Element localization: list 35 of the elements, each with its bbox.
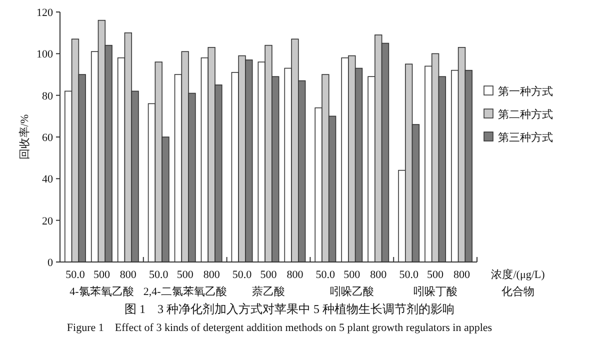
x-tick-label: 500 xyxy=(93,269,110,281)
text: 图 1 3 种净化剂加入方式对苹果中 5 种植物生长调节剂的影响 xyxy=(124,302,454,316)
y-axis-title: 回收率/% xyxy=(18,114,31,160)
x-tick-label: 50.0 xyxy=(399,269,419,281)
text: 萘乙酸 xyxy=(252,285,285,298)
y-tick-label: 80 xyxy=(42,90,54,102)
x-tick-label: 500 xyxy=(427,269,444,281)
x-tick-label: 50.0 xyxy=(66,269,86,281)
x-tick-label: 800 xyxy=(454,269,471,281)
text: 吲哚乙酸 xyxy=(330,286,374,298)
x-tick-label: 800 xyxy=(120,269,137,281)
y-tick-label: 40 xyxy=(42,174,54,186)
y-tick-label: 0 xyxy=(48,257,54,269)
y-tick-label: 60 xyxy=(42,132,54,144)
text: 吲哚丁酸 xyxy=(413,286,458,298)
text: 2,4-二氯苯氧乙酸 xyxy=(143,285,227,298)
legend-label: 第一种方式 xyxy=(498,85,553,98)
text: Figure 1 Effect of 3 kinds of detergent addition methods on 5 plant growth regulators in apples xyxy=(66,322,492,334)
x-tick-label: 50.0 xyxy=(232,269,252,281)
x-axis-title: 浓度/(μg/L) xyxy=(491,268,546,281)
x-tick-label: 500 xyxy=(344,269,361,281)
x-tick-label: 500 xyxy=(260,269,278,281)
y-tick-label: 100 xyxy=(36,48,54,61)
x-tick-label: 500 xyxy=(176,269,194,281)
y-tick-label: 20 xyxy=(42,215,54,228)
legend-label: 第三种方式 xyxy=(498,131,553,144)
text: 化合物 xyxy=(502,285,534,298)
y-tick-label: 120 xyxy=(36,7,54,19)
x-tick-label: 800 xyxy=(370,269,388,281)
x-tick-label: 800 xyxy=(286,269,304,281)
legend-label: 第二种方式 xyxy=(498,108,553,121)
x-tick-label: 50.0 xyxy=(149,269,169,281)
x-tick-label: 800 xyxy=(203,269,220,281)
text: 4-氯苯氧乙酸 xyxy=(70,285,134,298)
x-tick-label: 50.0 xyxy=(316,269,336,281)
